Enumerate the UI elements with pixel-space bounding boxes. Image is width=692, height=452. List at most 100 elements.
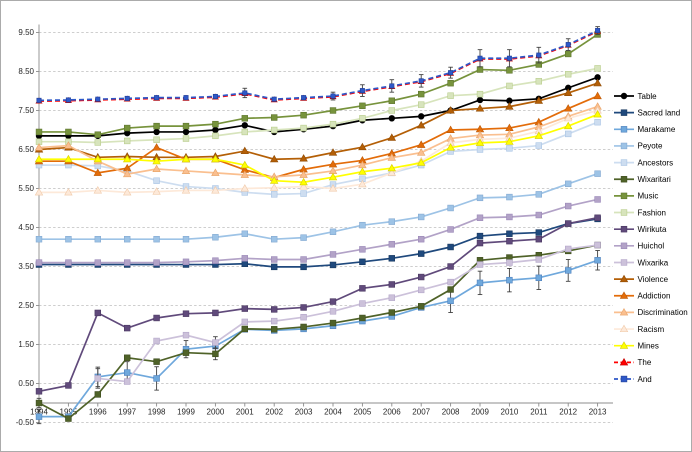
data-point — [476, 279, 484, 287]
legend-label: Fashion — [638, 208, 666, 217]
data-point — [620, 209, 628, 216]
data-point — [619, 308, 629, 316]
data-point — [124, 124, 131, 132]
data-point — [35, 413, 43, 420]
data-point — [182, 258, 190, 266]
data-point — [475, 138, 485, 146]
data-point — [594, 65, 601, 72]
data-point — [619, 274, 629, 283]
data-point — [122, 169, 132, 178]
data-point — [299, 177, 308, 186]
data-point — [94, 139, 102, 146]
data-point — [182, 135, 190, 142]
x-tick-label: 2004 — [324, 408, 342, 417]
data-point — [359, 258, 366, 266]
data-point — [124, 137, 131, 145]
data-point — [241, 122, 249, 129]
data-point — [241, 325, 248, 333]
data-point — [300, 256, 307, 263]
data-point — [594, 241, 601, 249]
x-tick-label: 2010 — [501, 408, 519, 417]
data-point — [240, 146, 250, 155]
data-point — [594, 257, 601, 264]
x-tick-label: 2009 — [471, 408, 489, 417]
data-point — [476, 232, 484, 240]
data-point — [124, 259, 131, 266]
x-tick-label: 2003 — [295, 408, 313, 417]
data-point — [182, 331, 190, 339]
data-point — [269, 154, 279, 163]
data-point — [506, 193, 513, 201]
data-point — [269, 183, 279, 191]
data-point — [65, 97, 71, 103]
data-point — [417, 213, 425, 221]
x-tick-label: 1996 — [89, 408, 107, 417]
series-ancestors — [35, 119, 601, 198]
data-point — [359, 300, 366, 307]
legend-item-ancestors: Ancestors — [614, 158, 673, 167]
data-point — [388, 97, 395, 104]
data-point — [299, 154, 308, 162]
data-point — [620, 159, 628, 166]
data-point — [241, 115, 248, 122]
data-point — [594, 196, 601, 203]
data-point — [535, 211, 543, 219]
data-point — [388, 241, 395, 248]
legend-item-and: And — [614, 375, 652, 384]
data-point — [94, 259, 102, 266]
data-point — [240, 170, 250, 178]
data-point — [181, 166, 191, 174]
data-point — [506, 67, 513, 74]
x-tick-label: 1997 — [118, 408, 136, 417]
data-point — [535, 78, 543, 85]
data-point — [269, 176, 279, 184]
data-point — [152, 187, 161, 195]
legend-label: Music — [638, 192, 659, 201]
y-tick-label: -0.50 — [16, 418, 35, 427]
data-point — [620, 192, 628, 200]
data-point — [329, 298, 337, 305]
series-fashion — [35, 65, 601, 146]
series-line — [38, 244, 598, 420]
data-point — [182, 349, 190, 356]
data-point — [124, 378, 131, 385]
data-point — [328, 184, 338, 192]
data-point — [93, 168, 103, 176]
data-point — [619, 291, 629, 299]
data-point — [447, 226, 454, 233]
data-point — [476, 239, 484, 247]
data-point — [620, 142, 628, 150]
data-point — [64, 187, 73, 196]
data-point — [212, 234, 219, 241]
data-point — [535, 229, 543, 236]
data-point — [35, 259, 43, 266]
data-point — [124, 324, 131, 332]
data-point — [181, 186, 191, 194]
data-point — [620, 375, 628, 383]
data-point — [388, 218, 395, 225]
data-point — [124, 95, 130, 101]
data-point — [564, 220, 572, 227]
data-point — [241, 128, 248, 136]
data-point — [476, 66, 484, 73]
data-point — [153, 128, 160, 136]
data-point — [93, 186, 103, 194]
x-tick-label: 2001 — [236, 408, 254, 417]
x-tick-label: 1995 — [60, 408, 78, 417]
series-line — [39, 109, 598, 194]
legend-item-racism: Racism — [614, 324, 665, 334]
data-point — [446, 106, 455, 114]
data-point — [619, 324, 629, 333]
data-point — [563, 88, 573, 96]
data-point — [299, 182, 308, 190]
legend-item-huichol: Huichol — [614, 242, 664, 251]
legend-label: Sacred land — [638, 108, 681, 117]
x-tick-label: 2011 — [530, 408, 548, 417]
data-point — [620, 225, 628, 233]
legend-item-sacred-land: Sacred land — [614, 108, 680, 117]
data-point — [212, 309, 219, 317]
data-point — [34, 154, 44, 163]
data-point — [270, 263, 278, 271]
data-point — [95, 96, 101, 102]
data-point — [64, 141, 73, 149]
